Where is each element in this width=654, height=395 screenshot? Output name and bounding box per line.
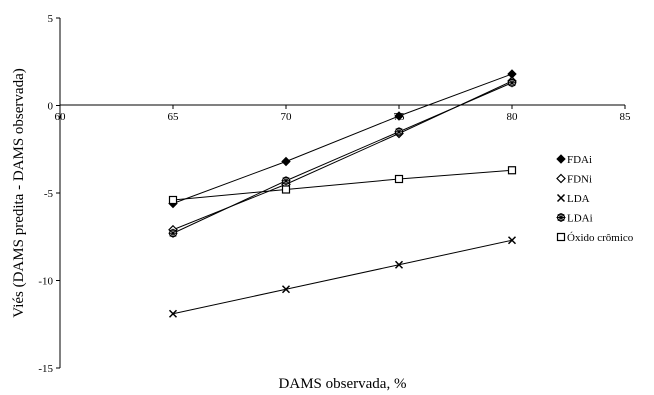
series-fdai (168, 69, 517, 209)
data-point-oxido-cromico (394, 174, 404, 184)
axes: -15-10-505606570758085 (38, 13, 631, 375)
data-point-lda (394, 260, 404, 269)
data-point-oxido-cromico (168, 195, 178, 205)
x-tick-label: 65 (168, 111, 180, 123)
data-point-lda (168, 309, 178, 318)
y-axis-title: Viés (DAMS predita - DAMS observada) (11, 68, 27, 317)
y-tick-label: 0 (48, 101, 54, 113)
legend-label-fdai: FDAi (567, 154, 592, 166)
data-point-ldai (281, 176, 291, 186)
x-tick-label: 70 (281, 111, 293, 123)
data-point-lda (507, 236, 517, 245)
legend: FDAi FDNi LDA LDAi Óxido crômico (556, 154, 634, 244)
legend-label-ldai: LDAi (567, 213, 593, 225)
legend-item-ldai: LDAi (556, 213, 593, 225)
data-point-ldai (168, 228, 178, 238)
series-line-fdai (172, 73, 513, 204)
legend-item-fdni: FDNi (556, 173, 592, 186)
y-tick-label: -15 (38, 363, 53, 375)
legend-marker-oxido-cromico (556, 232, 566, 242)
legend-label-lda: LDA (567, 193, 590, 205)
series-line-fdni (172, 80, 513, 231)
legend-label-oxido-cromico: Óxido crômico (567, 232, 634, 244)
y-tick-label: -5 (44, 188, 54, 200)
data-point-ldai (507, 78, 517, 88)
series-ldai (168, 78, 517, 238)
legend-label-fdni: FDNi (567, 174, 592, 186)
legend-marker-fdai (556, 154, 566, 164)
series-oxido-cromico (168, 166, 517, 205)
series-layer (168, 69, 517, 318)
x-tick-label: 85 (620, 111, 632, 123)
legend-item-fdai: FDAi (556, 154, 592, 166)
data-point-ldai (394, 127, 404, 137)
data-point-fdai (281, 156, 291, 167)
legend-item-lda: LDA (556, 193, 590, 205)
data-point-oxido-cromico (281, 185, 291, 194)
legend-marker-fdni (556, 173, 566, 184)
legend-item-oxido-cromico: Óxido crômico (556, 232, 634, 244)
data-point-oxido-cromico (507, 166, 517, 175)
legend-marker-lda (556, 193, 566, 203)
series-line-lda (172, 239, 513, 315)
y-tick-label: -10 (38, 276, 53, 288)
legend-marker-ldai (556, 213, 566, 222)
data-point-lda (281, 285, 291, 294)
data-point-fdai (394, 111, 404, 121)
series-line-ldai (172, 82, 513, 234)
x-tick-label: 80 (507, 111, 519, 123)
y-tick-label: 5 (48, 13, 54, 25)
series-line-oxido-cromico (172, 169, 513, 201)
x-tick-label: 60 (55, 111, 67, 123)
series-fdni (168, 76, 517, 235)
series-lda (168, 236, 517, 318)
x-axis-title: DAMS observada, % (279, 376, 407, 392)
